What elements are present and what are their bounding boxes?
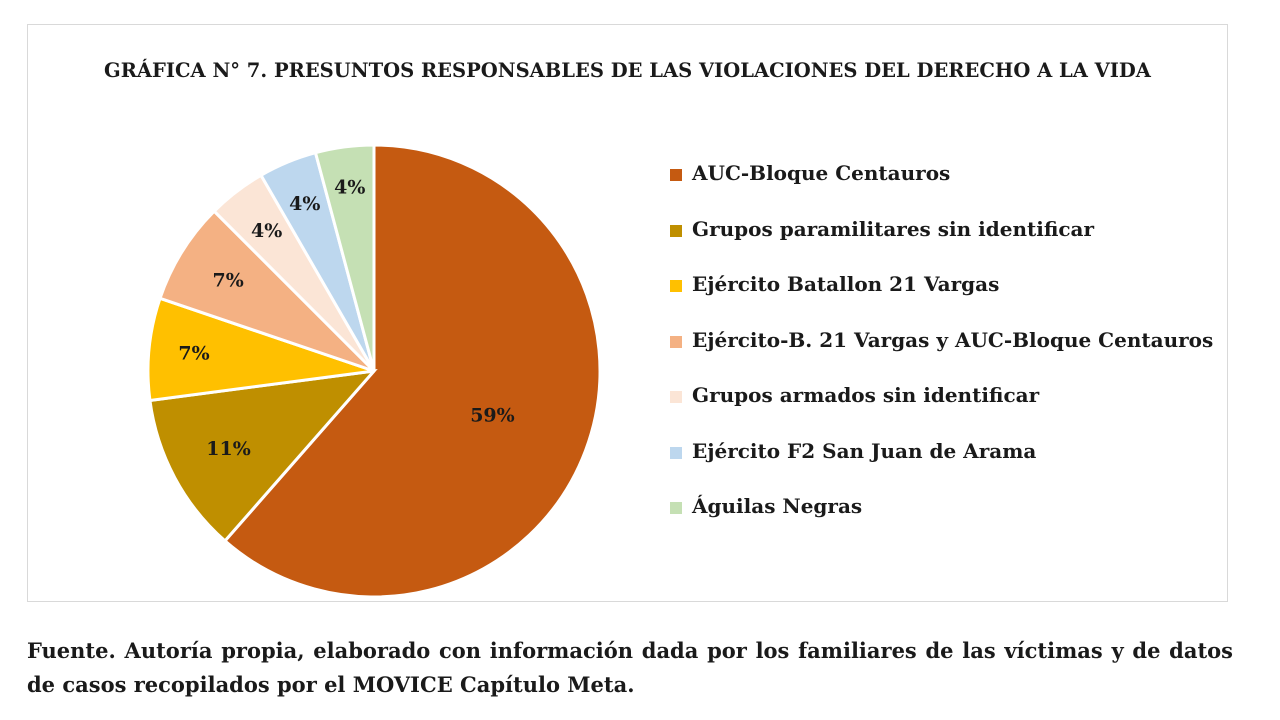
pie-slice (146, 296, 375, 403)
slice-data-label: 4% (289, 193, 320, 215)
legend-label: Ejército F2 San Juan de Arama (692, 438, 1037, 463)
slice-data-label: 7% (213, 269, 244, 291)
source-note: Fuente. Autoría propia, elaborado con in… (27, 638, 1233, 697)
pie-slice (313, 143, 376, 372)
slice-data-label: 4% (251, 220, 282, 242)
legend-item: Grupos armados sin identificar (670, 383, 1213, 439)
legend-swatch (670, 280, 682, 292)
legend-item: Ejército-B. 21 Vargas y AUC-Bloque Centa… (670, 328, 1213, 384)
slice-data-label: 11% (206, 438, 251, 460)
legend-swatch (670, 391, 682, 403)
legend-label: Águilas Negras (692, 494, 863, 518)
slice-data-label: 4% (334, 176, 365, 198)
pie-slice (158, 209, 376, 373)
pie-slice (148, 368, 378, 544)
legend-label: Ejército-B. 21 Vargas y AUC-Bloque Centa… (692, 327, 1214, 352)
legend-swatch (670, 502, 682, 514)
legend-item: Ejército Batallon 21 Vargas (670, 272, 1213, 328)
pie-slice (222, 143, 602, 599)
chart-title: GRÁFICA N° 7. PRESUNTOS RESPONSABLES DE … (104, 59, 1151, 82)
legend-swatch (670, 446, 682, 459)
legend-item: Ejército F2 San Juan de Arama (670, 439, 1213, 495)
legend-swatch (670, 335, 682, 348)
legend-label: Ejército Batallon 21 Vargas (692, 272, 1000, 296)
legend-item: AUC-Bloque Centauros (670, 161, 1213, 217)
legend-item: Grupos paramilitares sin identificar (670, 217, 1213, 273)
slice-data-label: 7% (178, 342, 209, 364)
legend-label: AUC-Bloque Centauros (692, 161, 951, 185)
chart-legend: AUC-Bloque Centauros Grupos paramilitares… (670, 161, 1213, 550)
legend-swatch (670, 224, 682, 237)
legend-label: Grupos paramilitares sin identificar (692, 216, 1095, 241)
pie-chart: 59% 11% 7% 7% 4% 4% 4% (146, 143, 602, 599)
legend-item: Águilas Negras (670, 494, 1213, 550)
legend-label: Grupos armados sin identificar (692, 383, 1040, 407)
chart-area: GRÁFICA N° 7. PRESUNTOS RESPONSABLES DE … (27, 24, 1228, 602)
legend-swatch (670, 169, 682, 181)
slice-data-label: 59% (470, 405, 515, 427)
